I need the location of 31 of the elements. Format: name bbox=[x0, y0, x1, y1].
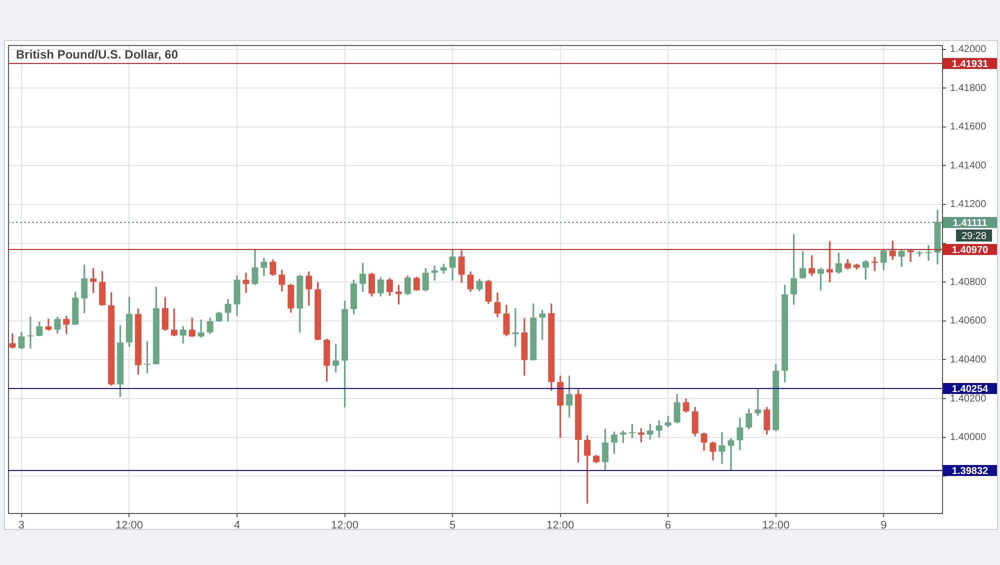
x-tick-label: 12:00 bbox=[115, 520, 144, 532]
y-tick-label: 1.40400 bbox=[950, 354, 987, 366]
x-tick-label: 4 bbox=[234, 520, 240, 532]
candlestick bbox=[27, 316, 34, 349]
x-tick-label: 5 bbox=[449, 520, 456, 532]
y-tick-label: 1.41400 bbox=[950, 160, 987, 172]
y-tick-label: 1.40000 bbox=[950, 432, 987, 444]
y-tick-label: 1.40600 bbox=[950, 316, 987, 327]
x-tick-label: 6 bbox=[665, 520, 672, 532]
y-tick-label: 1.41800 bbox=[950, 82, 987, 94]
x-tick-label: 12:00 bbox=[546, 520, 574, 532]
candlestick bbox=[728, 438, 734, 472]
text: 29:28 bbox=[961, 230, 987, 242]
candlestick bbox=[916, 251, 923, 257]
y-tick-label: 1.40200 bbox=[950, 393, 987, 404]
ref-line-label: 1.40254 bbox=[952, 384, 989, 395]
chart-title: British Pound/U.S. Dollar, 60 bbox=[16, 47, 178, 62]
y-tick-label: 1.42000 bbox=[950, 44, 987, 56]
x-tick-label: 12:00 bbox=[762, 520, 790, 532]
ref-line-label: 1.39832 bbox=[952, 466, 989, 477]
y-tick-label: 1.41200 bbox=[950, 199, 987, 210]
y-tick-label: 1.40800 bbox=[950, 276, 987, 288]
x-tick-label: 9 bbox=[880, 520, 887, 532]
candlestick bbox=[718, 432, 726, 464]
y-tick-label: 1.41600 bbox=[950, 122, 987, 133]
x-tick-label: 12:00 bbox=[331, 520, 359, 532]
ref-line-label: 1.41931 bbox=[952, 58, 989, 70]
ref-line-label: 1.40970 bbox=[952, 244, 989, 256]
x-tick-label: 3 bbox=[18, 520, 25, 532]
ref-line-label: 1.41111 bbox=[952, 218, 988, 229]
candlestick bbox=[925, 245, 932, 261]
